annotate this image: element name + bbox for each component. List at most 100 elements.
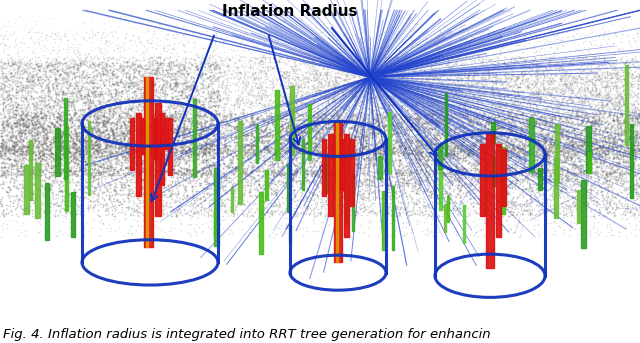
Point bbox=[379, 157, 389, 163]
Point bbox=[364, 154, 374, 159]
Point bbox=[422, 120, 433, 126]
Point bbox=[632, 22, 640, 27]
Point bbox=[557, 107, 568, 112]
Point bbox=[29, 66, 39, 71]
Point bbox=[269, 83, 279, 89]
Point bbox=[101, 170, 111, 176]
Point bbox=[372, 103, 383, 108]
Point bbox=[507, 88, 517, 94]
Point bbox=[17, 90, 28, 95]
Point bbox=[629, 160, 639, 166]
Point bbox=[507, 211, 517, 216]
Point bbox=[99, 184, 109, 190]
Point bbox=[12, 119, 22, 125]
Point bbox=[276, 103, 286, 109]
Point bbox=[145, 79, 155, 84]
Point bbox=[326, 29, 337, 34]
Point bbox=[554, 142, 564, 147]
Point bbox=[421, 125, 431, 130]
Point bbox=[486, 19, 496, 25]
Point bbox=[501, 140, 511, 146]
Point bbox=[594, 117, 604, 123]
Point bbox=[526, 147, 536, 153]
Point bbox=[508, 100, 518, 106]
Point bbox=[601, 83, 611, 88]
Point bbox=[156, 116, 166, 122]
Point bbox=[625, 130, 636, 135]
Point bbox=[26, 92, 36, 98]
Point bbox=[312, 81, 323, 86]
Point bbox=[45, 93, 55, 98]
Point bbox=[390, 155, 401, 161]
Point bbox=[431, 99, 442, 104]
Point bbox=[532, 145, 543, 151]
Point bbox=[380, 55, 390, 60]
Point bbox=[111, 181, 122, 187]
Point bbox=[581, 156, 591, 162]
Point bbox=[108, 68, 118, 73]
Point bbox=[385, 116, 396, 122]
Point bbox=[536, 88, 546, 94]
Point bbox=[158, 116, 168, 121]
Point bbox=[83, 92, 93, 97]
Point bbox=[177, 84, 188, 89]
Point bbox=[454, 198, 465, 203]
Point bbox=[490, 94, 500, 100]
Point bbox=[309, 75, 319, 81]
Point bbox=[214, 69, 225, 75]
Point bbox=[609, 201, 619, 206]
Point bbox=[372, 61, 382, 67]
Point bbox=[374, 124, 384, 130]
Point bbox=[632, 120, 640, 126]
Point bbox=[307, 141, 317, 146]
Point bbox=[35, 115, 45, 120]
Point bbox=[364, 112, 374, 117]
Point bbox=[155, 92, 165, 98]
Point bbox=[406, 139, 416, 145]
Point bbox=[575, 129, 586, 134]
Point bbox=[591, 151, 601, 156]
Point bbox=[562, 84, 572, 90]
Point bbox=[577, 98, 588, 103]
Point bbox=[440, 222, 451, 227]
Point bbox=[20, 186, 30, 191]
Point bbox=[488, 74, 498, 80]
Point bbox=[199, 64, 209, 69]
Point bbox=[484, 176, 495, 181]
Point bbox=[21, 108, 31, 114]
Point bbox=[628, 75, 639, 81]
Point bbox=[625, 133, 635, 139]
Point bbox=[173, 172, 184, 178]
Point bbox=[333, 113, 344, 119]
Point bbox=[496, 100, 506, 105]
Point bbox=[209, 92, 219, 97]
Point bbox=[548, 219, 559, 224]
Point bbox=[81, 151, 92, 156]
Point bbox=[302, 75, 312, 80]
Point bbox=[138, 132, 148, 138]
Point bbox=[262, 133, 272, 139]
Point bbox=[268, 173, 278, 178]
Point bbox=[305, 194, 315, 199]
Point bbox=[170, 111, 180, 116]
Point bbox=[440, 170, 451, 176]
Point bbox=[125, 63, 136, 68]
Point bbox=[218, 108, 228, 113]
Point bbox=[475, 202, 485, 208]
Point bbox=[403, 132, 413, 138]
Point bbox=[502, 189, 513, 195]
Point bbox=[6, 58, 16, 64]
Point bbox=[96, 134, 106, 140]
Point bbox=[390, 123, 400, 129]
Point bbox=[302, 140, 312, 146]
Point bbox=[79, 153, 90, 158]
Point bbox=[434, 150, 444, 156]
Point bbox=[270, 117, 280, 122]
Point bbox=[363, 118, 373, 124]
Point bbox=[306, 156, 316, 161]
Point bbox=[616, 95, 627, 100]
Point bbox=[417, 153, 427, 159]
Point bbox=[47, 111, 58, 117]
Point bbox=[342, 136, 353, 142]
Point bbox=[95, 172, 105, 177]
